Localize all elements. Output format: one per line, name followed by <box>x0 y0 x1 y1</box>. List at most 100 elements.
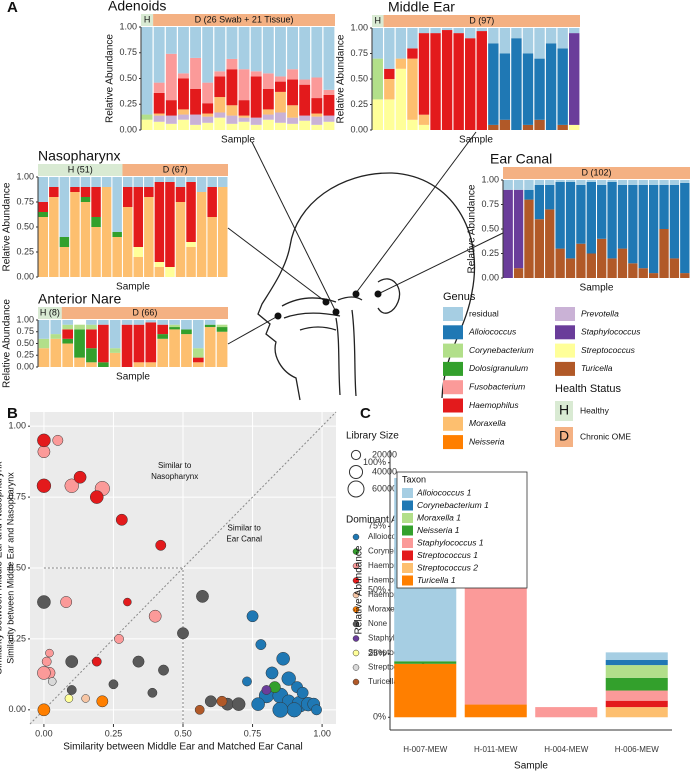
site-dot <box>374 290 382 298</box>
point <box>96 695 109 708</box>
bar-segment <box>181 320 192 330</box>
legend-key <box>402 575 413 586</box>
nasal-cavity <box>281 296 363 331</box>
bar-segment <box>91 177 101 187</box>
bar-segment <box>488 124 499 130</box>
bar-segment <box>597 238 607 278</box>
bar-segment <box>513 180 524 190</box>
bar-segment <box>122 187 133 207</box>
bar-segment <box>217 177 228 187</box>
bar-segment <box>196 177 207 192</box>
bar-segment <box>628 180 638 185</box>
point <box>37 595 51 609</box>
bar-segment <box>202 103 214 114</box>
bar-segment <box>207 177 217 187</box>
bar-segment <box>323 94 335 116</box>
legend-key <box>402 563 413 573</box>
legend-label: Moraxella <box>469 418 506 428</box>
bar-segment <box>250 124 262 130</box>
y-tick-label: 0% <box>373 712 386 722</box>
point <box>66 685 77 695</box>
bar-segment <box>141 114 153 120</box>
bar-segment <box>214 112 226 118</box>
legend-key <box>352 548 360 555</box>
bar-segment <box>112 237 122 277</box>
y-tick-label: 1.00 <box>16 171 34 181</box>
y-tick-label: 100% <box>363 457 386 467</box>
status-label: D (102) <box>581 167 611 177</box>
bar-segment <box>250 71 262 77</box>
bar-segment <box>133 324 145 363</box>
bar-segment <box>86 320 97 325</box>
bar-segment <box>524 199 534 278</box>
bar-segment <box>323 89 335 95</box>
legend-key <box>443 307 463 321</box>
bar-segment <box>214 97 226 113</box>
bar-segment <box>226 27 238 59</box>
point <box>296 686 309 699</box>
y-tick-label: 0.00 <box>8 704 26 714</box>
y-tick-label: 0.50 <box>481 223 499 233</box>
legend-label: Haemophilus <box>469 400 519 410</box>
point <box>177 627 189 640</box>
x-axis-title: Sample <box>459 135 493 146</box>
bar-segment <box>177 119 189 130</box>
bar-segment <box>133 257 144 277</box>
bar-segment <box>499 119 511 130</box>
bar-segment <box>250 76 262 118</box>
bar-segment <box>62 343 74 367</box>
bar-segment <box>488 28 499 44</box>
bar-segment <box>70 187 80 192</box>
bar-segment <box>384 99 395 130</box>
bar-segment <box>226 115 238 124</box>
legend-key <box>352 606 360 613</box>
bar-segment <box>605 652 668 660</box>
bar-segment <box>513 189 524 269</box>
connector <box>227 315 279 345</box>
legend-label: Fusobacterium <box>469 381 525 391</box>
bar-segment <box>153 115 165 122</box>
bar-segment <box>122 177 133 187</box>
bar-segment <box>430 28 441 34</box>
point <box>37 703 51 717</box>
x-tick-label: H-006-MEW <box>615 745 659 754</box>
y-tick-label: 0.50 <box>119 73 137 83</box>
connector <box>355 131 477 294</box>
bar-segment <box>323 115 335 122</box>
point <box>89 490 104 504</box>
bar-segment <box>165 182 175 267</box>
bar-segment <box>177 114 189 120</box>
bar-segment <box>535 707 598 718</box>
bar-segment <box>59 177 70 237</box>
bar-segment <box>605 700 668 708</box>
legend-key <box>402 538 413 548</box>
bar-segment <box>154 267 165 277</box>
bar-segment <box>617 180 628 185</box>
bar-segment <box>524 189 534 200</box>
bar-segment <box>680 273 690 278</box>
point <box>246 610 259 623</box>
bar-segment <box>38 177 49 202</box>
bar-segment <box>534 28 545 59</box>
bar-segment <box>190 27 202 58</box>
head-diagram <box>257 172 476 401</box>
bar-segment <box>605 690 668 701</box>
bar-segment <box>141 27 153 115</box>
bar-segment <box>133 187 144 247</box>
size-label: 20000 <box>372 449 397 459</box>
chart-title: Adenoids <box>108 0 166 14</box>
bar-segment <box>287 79 299 106</box>
site-dot <box>332 308 340 316</box>
bar-segment <box>50 338 62 367</box>
bar-segment <box>522 53 534 125</box>
legend-key <box>352 533 360 541</box>
bar-segment <box>659 229 669 278</box>
bar-segment <box>372 58 383 100</box>
bar-segment <box>49 197 59 277</box>
legend-label: Prevotella <box>581 308 619 318</box>
status-label: H (8) <box>40 307 60 317</box>
point <box>265 666 279 680</box>
bar-segment <box>262 73 274 89</box>
bar-segment <box>145 362 157 367</box>
bar-segment <box>311 113 323 117</box>
